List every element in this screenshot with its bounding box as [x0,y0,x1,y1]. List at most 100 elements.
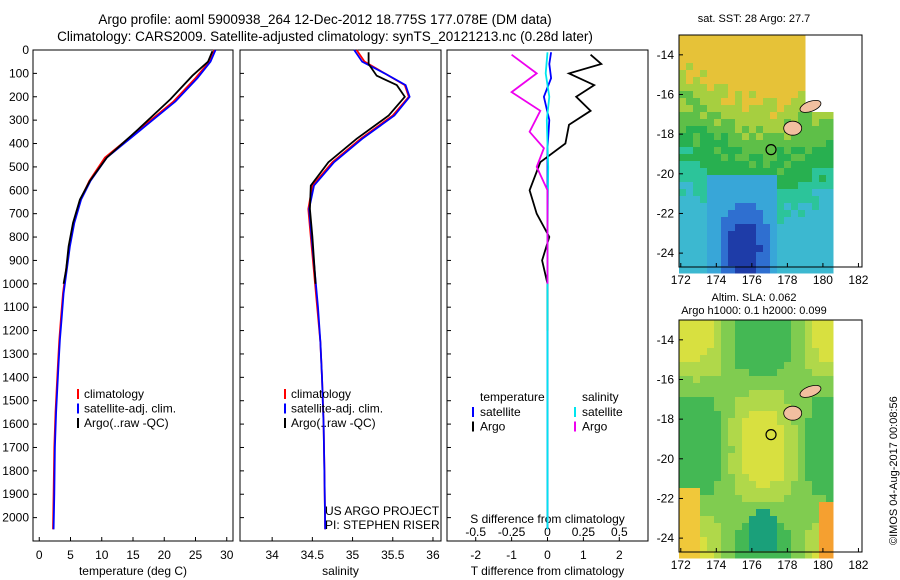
map-cell [721,189,729,197]
map-cell [819,432,827,440]
map-cell [826,182,834,190]
map-cell [728,266,736,274]
map-cell [763,105,771,113]
map-cell [742,488,750,496]
map-cell [700,126,708,134]
map-cell [805,252,813,260]
map-cell [777,98,785,106]
map-cell [812,119,820,127]
map-cell [756,516,764,524]
map-cell [826,189,834,197]
map-cell [749,348,757,356]
map-cell [707,168,715,176]
map-cell [735,397,743,405]
map-cell [812,189,820,197]
map-cell [707,355,715,363]
map-cell [819,259,827,267]
legend-label: Argo(..raw -QC) [84,416,169,430]
map-cell [791,133,799,141]
x-tick-label: 35.5 [381,548,405,562]
map-cell [756,119,764,127]
map-cell [693,397,701,405]
map-cell [805,362,813,370]
map-cell [777,84,785,92]
map-cell [735,266,743,274]
map-cell [805,537,813,545]
map-cell [700,154,708,162]
map-cell [798,544,806,552]
map-cell [819,369,827,377]
map-cell [784,327,792,335]
map-cell [805,126,813,134]
x-axis-label: temperature (deg C) [79,564,187,578]
map-cell [728,341,736,349]
map-cell [693,502,701,510]
map-cell [707,231,715,239]
map-cell [700,189,708,197]
map-cell [749,453,757,461]
map-lon-label: 180 [813,558,833,572]
map-cell [798,495,806,503]
map-cell [693,509,701,517]
map-cell [714,210,722,218]
map-cell [791,481,799,489]
map-cell [805,217,813,225]
map-cell [770,537,778,545]
map-cell [777,105,785,113]
map-cell [735,495,743,503]
map-cell [714,523,722,531]
map-cell [819,495,827,503]
map-cell [728,418,736,426]
map-cell [742,203,750,211]
map-cell [714,259,722,267]
map-cell [819,425,827,433]
map-cell [679,77,687,85]
annotation-text: PI: STEPHEN RISER [325,518,440,532]
map-cell [679,133,687,141]
map-cell [756,425,764,433]
sla-map-title-line2: Argo h1000: 0.1 h2000: 0.099 [681,305,827,317]
map-cell [693,203,701,211]
map-cell [721,460,729,468]
map-cell [791,397,799,405]
map-cell [763,530,771,538]
map-cell [756,523,764,531]
map-cell [693,523,701,531]
map-cell [819,523,827,531]
map-cell [679,84,687,92]
map-cell [693,210,701,218]
map-cell [721,467,729,475]
map-cell [679,252,687,260]
map-cell [728,502,736,510]
map-cell [819,544,827,552]
map-cell [770,390,778,398]
map-cell [784,161,792,169]
x-tick-label: 35 [346,548,360,562]
map-cell [728,551,736,559]
map-cell [728,320,736,328]
island-shape [783,405,803,421]
legend-label: Argo [582,420,608,434]
map-cell [826,112,834,120]
map-cell [742,49,750,57]
map-cell [770,481,778,489]
map-cell [721,355,729,363]
map-cell [693,383,701,391]
map-cell [700,488,708,496]
map-cell [784,70,792,78]
map-cell [756,355,764,363]
map-cell [735,383,743,391]
map-cell [721,425,729,433]
map-cell [763,112,771,120]
map-cell [728,397,736,405]
map-cell [721,252,729,260]
series-line-satellite-adj-clim- [308,49,411,530]
map-cell [721,91,729,99]
map-cell [812,217,820,225]
map-cell [784,84,792,92]
map-cell [819,516,827,524]
map-cell [721,376,729,384]
map-cell [798,481,806,489]
map-cell [749,551,757,559]
map-cell [756,341,764,349]
